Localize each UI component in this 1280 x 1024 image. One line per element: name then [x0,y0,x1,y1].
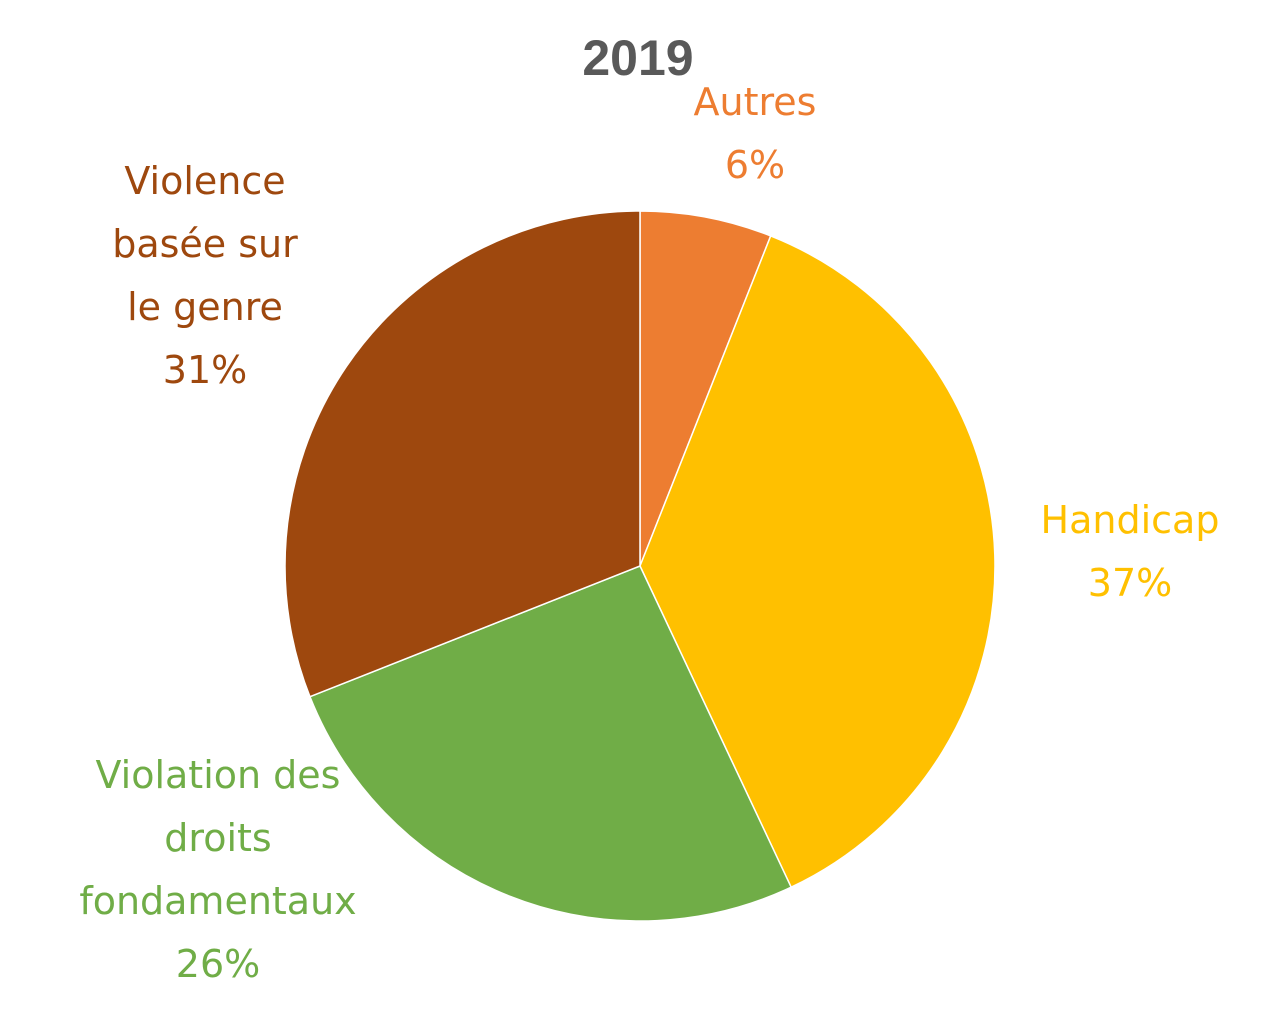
pie-slices [284,210,996,922]
pie-slice-handicap [639,234,996,889]
pie-label-text: fondamentaux [79,879,356,923]
pie-label-text: Handicap [1041,498,1220,542]
pie-labels: Autres 6% Handicap 37% Violation des droits fo… [79,80,1219,986]
pie-label-text: Violation des [96,753,341,797]
pie-slice-violation-des-droits-fondamentaux [308,565,793,922]
pie-label-text: basée sur [112,222,298,266]
pie-label-autres: Autres 6% [694,80,817,187]
pie-label-percent: 31% [163,348,247,392]
pie-label-handicap: Handicap 37% [1041,498,1220,605]
pie-label-text: droits [164,816,271,860]
pie-label-percent: 26% [176,942,260,986]
pie-slice-violence-basee-sur-le-genre [284,210,641,698]
pie-label-text: le genre [127,285,283,329]
pie-slice-autres [639,210,772,567]
pie-label-percent: 37% [1088,561,1172,605]
pie-label-violation-des-droits-fondamentaux: Violation des droits fondamentaux 26% [79,753,356,986]
pie-label-percent: 6% [725,143,785,187]
pie-label-text: Autres [694,80,817,124]
pie-label-violence-basee-sur-le-genre: Violence basée sur le genre 31% [112,159,298,392]
pie-label-text: Violence [124,159,285,203]
chart-title: 2019 [582,30,693,86]
